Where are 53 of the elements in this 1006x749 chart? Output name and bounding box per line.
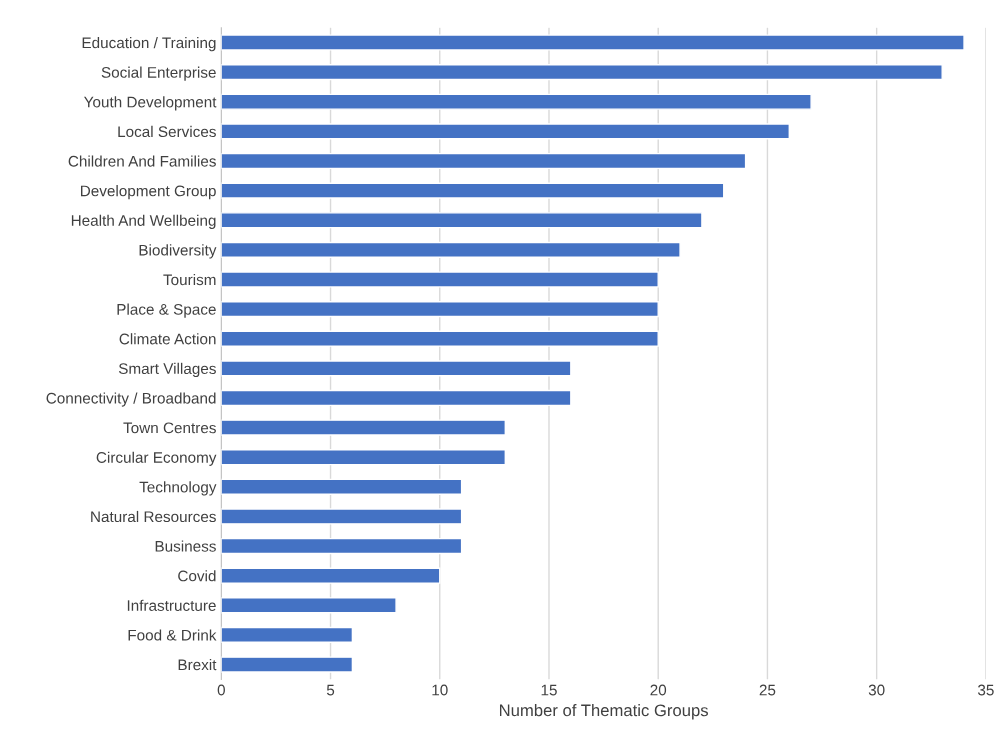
y-tick-label: Technology [139, 481, 217, 496]
y-tick-label: Infrastructure [127, 599, 216, 611]
y-tick-label: Business [155, 540, 216, 552]
y-tick-label: Place & Space [117, 303, 216, 318]
bar [221, 212, 703, 229]
y-tick-label: Social Enterprise [101, 66, 216, 81]
bar [221, 271, 659, 288]
y-tick-label: Brexit [178, 659, 217, 671]
y-tick-label: Climate Action [119, 333, 216, 345]
bar [221, 449, 506, 466]
y-tick-label: Smart Villages [118, 362, 216, 378]
y-tick-label: Circular Economy [96, 451, 217, 466]
y-tick-label: Youth Development [84, 96, 217, 111]
y-tick-label: Connectivity / Broadband [46, 392, 216, 407]
x-tick-label: 15 [541, 684, 557, 696]
bar [221, 93, 812, 110]
y-tick-label: Education / Training [82, 36, 216, 52]
x-tick-label: 30 [868, 684, 885, 696]
y-tick-label: Children And Families [68, 155, 216, 167]
y-tick-label: Town Centres [123, 422, 216, 434]
bar [221, 152, 747, 170]
bar [221, 419, 506, 436]
x-tick-label: 20 [650, 684, 667, 696]
y-tick-label: Natural Resources [91, 510, 216, 523]
bar [221, 508, 463, 525]
x-tick-label: 25 [759, 684, 776, 696]
bar [221, 34, 965, 51]
x-tick-label: 35 [977, 684, 994, 696]
bar [221, 478, 463, 495]
x-axis-title: Number of Thematic Groups [499, 704, 708, 720]
bar [221, 626, 354, 644]
x-tick-label: 0 [217, 684, 225, 696]
bar [221, 656, 354, 673]
bar [221, 123, 790, 140]
bar [221, 567, 441, 584]
y-tick-label: Development Group [81, 185, 216, 200]
bar [221, 182, 725, 199]
bar [221, 597, 397, 614]
bar [221, 241, 681, 258]
bar [221, 537, 463, 555]
x-tick-label: 5 [326, 684, 335, 696]
y-tick-label: Food & Drink [128, 629, 217, 641]
y-tick-label: Biodiversity [139, 244, 217, 259]
y-tick-label: Covid [178, 570, 216, 582]
bar [221, 389, 572, 407]
bar [221, 330, 659, 347]
bar [221, 360, 572, 377]
y-tick-label: Local Services [118, 125, 216, 138]
bar [221, 300, 659, 318]
y-tick-label: Health And Wellbeing [71, 214, 216, 229]
bar [221, 64, 943, 81]
x-tick-label: 10 [432, 684, 448, 696]
y-tick-label: Tourism [163, 273, 216, 286]
